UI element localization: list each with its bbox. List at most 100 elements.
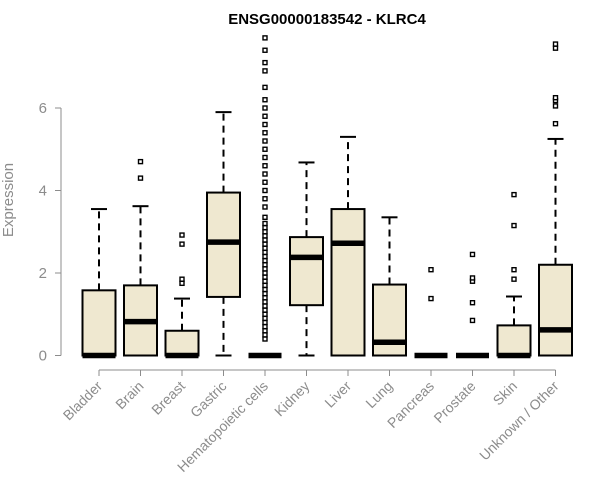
box-group-brain (123, 158, 158, 357)
outlier-point (262, 121, 268, 128)
outlier-point (262, 245, 268, 251)
outlier-point (262, 187, 268, 194)
outlier-point (469, 317, 476, 324)
box (496, 324, 532, 357)
outlier-point (428, 267, 434, 273)
outlier-point (262, 303, 268, 309)
box-group-breast (164, 232, 200, 359)
plot-area (81, 35, 573, 359)
outlier-point (262, 224, 268, 231)
box-group-kidney (289, 161, 324, 357)
box-group-liver (330, 135, 366, 357)
outlier-point (262, 84, 268, 91)
outlier-point (511, 267, 517, 273)
outlier-point (262, 290, 268, 297)
outlier-point (262, 270, 268, 276)
outlier-point (262, 138, 268, 144)
outlier-point (262, 311, 268, 317)
outlier-point (262, 315, 268, 322)
outlier-point (552, 94, 559, 101)
outlier-point (262, 171, 268, 177)
outlier-point (262, 105, 268, 111)
x-tick-label: Lung (362, 378, 395, 411)
outlier-point (511, 276, 517, 282)
x-tick-label: Brain (112, 378, 146, 412)
outlier-point (262, 204, 268, 210)
outlier-point (469, 275, 476, 281)
outlier-point (262, 163, 268, 169)
outlier-point (552, 120, 559, 127)
y-axis-label: Expression (0, 163, 17, 237)
box-group-pancreas (414, 267, 448, 359)
outlier-point (262, 257, 268, 264)
box-group-unknown-other (538, 41, 573, 357)
outlier-point (262, 249, 268, 256)
outlier-point (262, 229, 268, 235)
box (538, 263, 573, 357)
outlier-point (262, 220, 268, 227)
outlier-point (262, 35, 268, 41)
outlier-point (262, 328, 268, 334)
box-group-lung (372, 216, 407, 357)
outlier-point (262, 130, 268, 136)
outlier-point (552, 41, 559, 47)
outlier-point (262, 233, 268, 239)
outlier-point (262, 319, 268, 326)
box (330, 208, 366, 357)
y-tick-label: 2 (39, 265, 47, 282)
x-tick-label: Breast (148, 378, 188, 418)
y-axis: 0 2 4 6 (39, 100, 62, 365)
outlier-point (262, 68, 268, 74)
x-tick-label: Bladder (60, 378, 106, 424)
outlier-point (262, 274, 268, 280)
outlier-point (262, 295, 268, 301)
box-group-skin (496, 191, 532, 359)
outlier-point (262, 323, 268, 330)
outlier-point (262, 282, 268, 289)
outlier-point (262, 336, 268, 342)
outlier-point (262, 241, 268, 247)
outlier-point (262, 286, 268, 293)
outlier-point (262, 307, 268, 313)
x-tick-label: Kidney (271, 378, 313, 420)
outlier-point (262, 262, 268, 268)
outlier-point (179, 241, 185, 247)
y-tick-label: 0 (39, 348, 47, 365)
box-group-gastric (206, 111, 241, 357)
box-group-prostate (456, 251, 489, 359)
outlier-point (262, 253, 268, 260)
y-tick-label: 6 (39, 100, 47, 117)
chart-title: ENSG00000183542 - KLRC4 (228, 11, 426, 28)
x-tick-label: Skin (490, 378, 521, 409)
outlier-point (262, 154, 268, 161)
outlier-point (262, 299, 268, 305)
outlier-point (262, 113, 268, 119)
x-tick-label: Prostate (430, 378, 478, 426)
outlier-point (262, 214, 268, 221)
outlier-point (262, 59, 268, 66)
box (289, 236, 324, 307)
outlier-point (137, 175, 144, 181)
x-tick-label: Liver (321, 378, 354, 411)
outlier-point (262, 196, 268, 202)
outlier-point (469, 251, 476, 258)
outlier-point (552, 103, 559, 109)
box-group-hematopoietic-cells (248, 35, 282, 359)
outlier-point (262, 179, 268, 185)
outlier-point (428, 295, 434, 302)
outlier-point (262, 47, 268, 53)
y-tick-label: 4 (39, 183, 47, 200)
outlier-point (179, 276, 185, 282)
outlier-point (262, 266, 268, 272)
x-tick-label: Unknown / Other (476, 378, 562, 464)
outlier-point (262, 237, 268, 243)
outlier-point (179, 280, 185, 287)
outlier-point (469, 300, 476, 306)
outlier-point (262, 146, 268, 152)
outlier-point (511, 222, 517, 229)
outlier-point (262, 97, 268, 103)
outlier-point (262, 278, 268, 284)
outlier-point (137, 158, 144, 165)
